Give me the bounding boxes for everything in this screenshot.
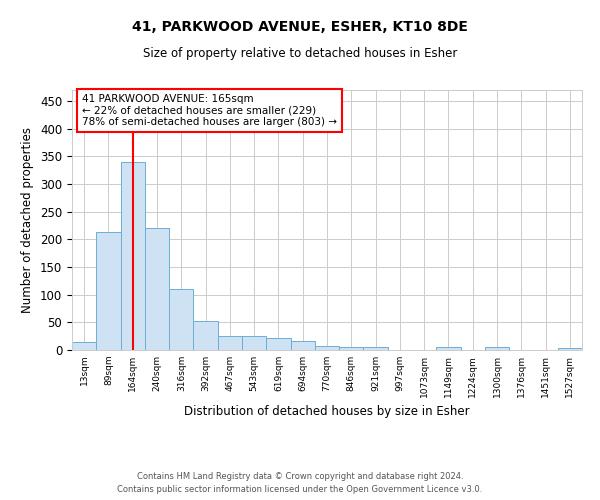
Bar — [266, 338, 290, 350]
X-axis label: Distribution of detached houses by size in Esher: Distribution of detached houses by size … — [184, 406, 470, 418]
Text: Size of property relative to detached houses in Esher: Size of property relative to detached ho… — [143, 48, 457, 60]
Bar — [145, 228, 169, 350]
Text: Contains HM Land Registry data © Crown copyright and database right 2024.: Contains HM Land Registry data © Crown c… — [137, 472, 463, 481]
Bar — [169, 289, 193, 350]
Bar — [315, 346, 339, 350]
Bar — [72, 342, 96, 350]
Bar — [339, 347, 364, 350]
Bar — [242, 336, 266, 350]
Bar — [96, 232, 121, 350]
Text: 41, PARKWOOD AVENUE, ESHER, KT10 8DE: 41, PARKWOOD AVENUE, ESHER, KT10 8DE — [132, 20, 468, 34]
Bar — [121, 162, 145, 350]
Text: Contains public sector information licensed under the Open Government Licence v3: Contains public sector information licen… — [118, 485, 482, 494]
Y-axis label: Number of detached properties: Number of detached properties — [22, 127, 34, 313]
Bar — [193, 320, 218, 350]
Bar — [290, 340, 315, 350]
Bar — [218, 336, 242, 350]
Bar — [364, 347, 388, 350]
Bar — [436, 347, 461, 350]
Bar — [485, 347, 509, 350]
Text: 41 PARKWOOD AVENUE: 165sqm
← 22% of detached houses are smaller (229)
78% of sem: 41 PARKWOOD AVENUE: 165sqm ← 22% of deta… — [82, 94, 337, 127]
Bar — [558, 348, 582, 350]
